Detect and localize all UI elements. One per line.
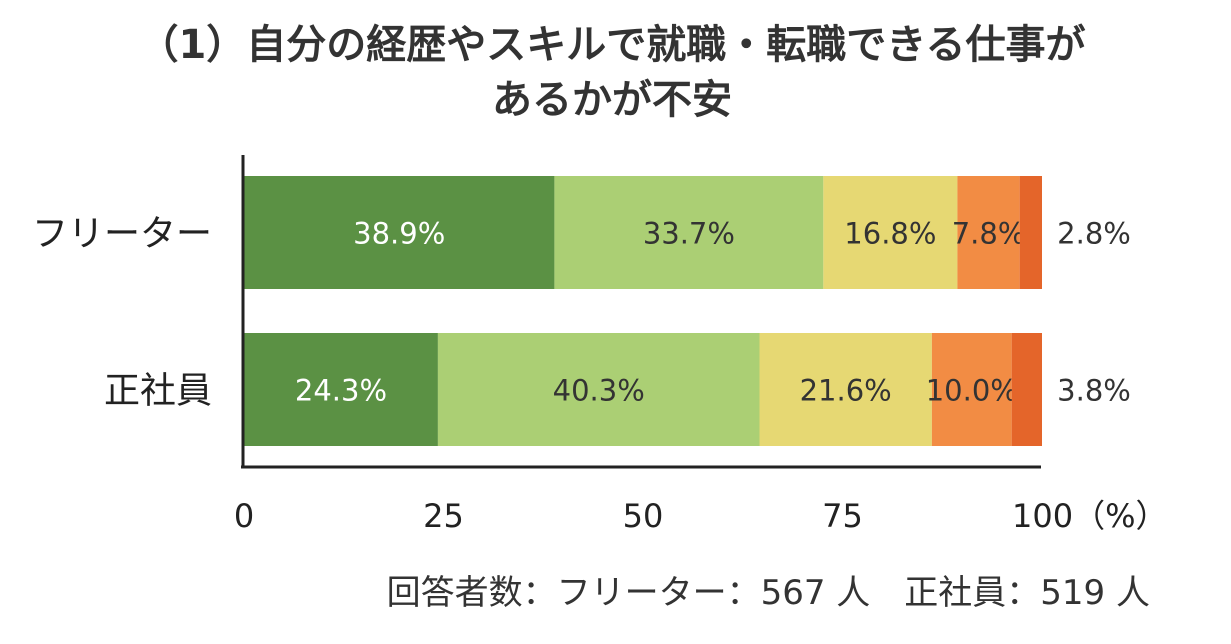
data-label: 38.9% <box>353 217 445 251</box>
bar-segment <box>931 333 1012 446</box>
x-tick-label: 75 <box>822 497 863 535</box>
x-tick-label: 50 <box>623 497 664 535</box>
data-label: 7.8% <box>952 217 1026 251</box>
x-tick-label: 25 <box>423 497 464 535</box>
category-label: 正社員 <box>104 371 212 412</box>
data-label: 10.0% <box>926 374 1018 408</box>
data-label: 3.8% <box>1057 374 1131 408</box>
bar-segment <box>1019 176 1042 289</box>
bar-segment <box>823 176 958 289</box>
data-label: 21.6% <box>800 374 892 408</box>
bar-segment <box>759 333 932 446</box>
bar-segment <box>437 333 760 446</box>
data-label: 33.7% <box>643 217 735 251</box>
chart-title-line2: あるかが不安 <box>492 77 732 123</box>
data-label: 16.8% <box>844 217 936 251</box>
bar-segment <box>957 176 1020 289</box>
x-tick-label: 100（%） <box>1012 497 1168 535</box>
data-label: 24.3% <box>295 374 387 408</box>
bar-segment <box>244 333 438 446</box>
respondents-footnote: 回答者数：フリーター：567 人 正社員：519 人 <box>387 573 1150 613</box>
bars-group: 38.9% 33.7% 16.8% 7.8% 2.8% 24.3% 40.3% 21.6% 10… <box>244 176 1131 446</box>
bar-segment <box>1011 333 1042 446</box>
category-label: フリーター <box>32 214 212 255</box>
bar-segment <box>554 176 824 289</box>
data-label: 40.3% <box>553 374 645 408</box>
x-tick-labels: 0 25 50 75 100（%） <box>234 497 1168 535</box>
x-tick-label: 0 <box>234 497 254 535</box>
bar-segment <box>244 176 555 289</box>
data-label: 2.8% <box>1057 217 1131 251</box>
chart-title-line1: （1）自分の経歴やスキルで就職・転職できる仕事が <box>138 22 1085 68</box>
